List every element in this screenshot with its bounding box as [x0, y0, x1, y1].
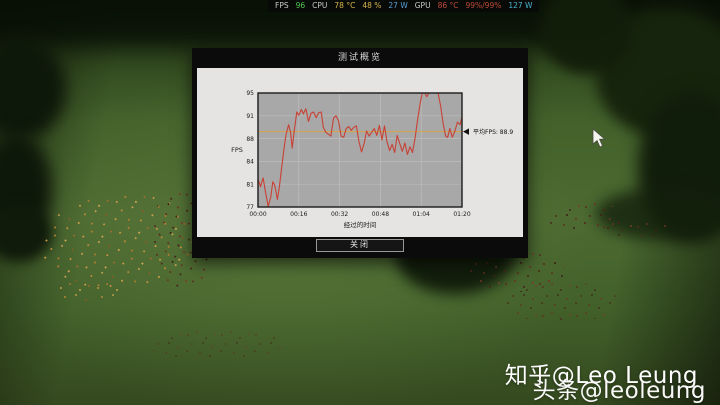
- army-line-far-right: [600, 222, 670, 238]
- overlay-stat: 99%/99%: [465, 1, 502, 10]
- army-specks-bottom: [150, 330, 282, 360]
- overlay-stat: 127 W: [508, 1, 533, 10]
- close-button[interactable]: 关闭: [316, 239, 404, 252]
- overlay-stat: GPU: [414, 1, 431, 10]
- y-tick-label: 77: [246, 204, 254, 211]
- mouse-cursor-icon: [592, 128, 608, 154]
- overlay-stat: 96: [295, 1, 306, 10]
- army-stragglers-right: [505, 282, 617, 322]
- y-tick-label: 88: [246, 136, 254, 143]
- plot-border: [257, 92, 463, 208]
- x-tick-label: 00:16: [290, 211, 307, 218]
- y-tick-label: 91: [246, 113, 254, 120]
- x-tick-label: 01:20: [453, 211, 470, 218]
- x-tick-label: 01:04: [413, 211, 430, 218]
- overlay-stat: 78 °C: [334, 1, 356, 10]
- watermark-toutiao: 头条@leoleung: [532, 378, 706, 404]
- watermark-zhihu: 知乎@Leo Leung: [504, 363, 698, 389]
- y-tick-label: 84: [246, 159, 254, 166]
- x-tick-label: 00:32: [331, 211, 348, 218]
- average-marker-arrow-icon: [463, 128, 469, 135]
- overlay-stat: CPU: [312, 1, 328, 10]
- x-tick-label: 00:00: [249, 211, 266, 218]
- y-tick-label: 81: [246, 181, 254, 188]
- fps-line: [257, 92, 463, 207]
- y-axis-title: FPS: [231, 146, 243, 154]
- chart-panel: 95 91 88 84 81 77 00:00 00:16 00:32 00:48 01:04 01:…: [197, 68, 523, 237]
- plot-area: [258, 93, 462, 207]
- benchmark-dialog: 测试概览 95 91 88 84 81 77 00:00 00:16 00:32 00:48 01:…: [192, 48, 528, 258]
- x-tick-label: 00:48: [372, 211, 389, 218]
- x-axis-title: 经过的时间: [344, 220, 377, 229]
- y-tick-label: 95: [246, 90, 254, 97]
- overlay-stat: FPS: [275, 1, 289, 10]
- average-fps-label: 平均FPS: 88.9: [473, 128, 513, 136]
- overlay-stat: 48 %: [362, 1, 382, 10]
- army-stragglers-left: [56, 282, 122, 304]
- overlay-stat: 86 °C: [437, 1, 459, 10]
- tree-right-top: [540, 0, 632, 74]
- dialog-title: 测试概览: [337, 53, 382, 63]
- overlay-stat: 27 W: [388, 1, 408, 10]
- performance-overlay: FPS 96 CPU 78 °C 48 % 27 W GPU 86 °C 99%/99% 127 …: [268, 0, 540, 12]
